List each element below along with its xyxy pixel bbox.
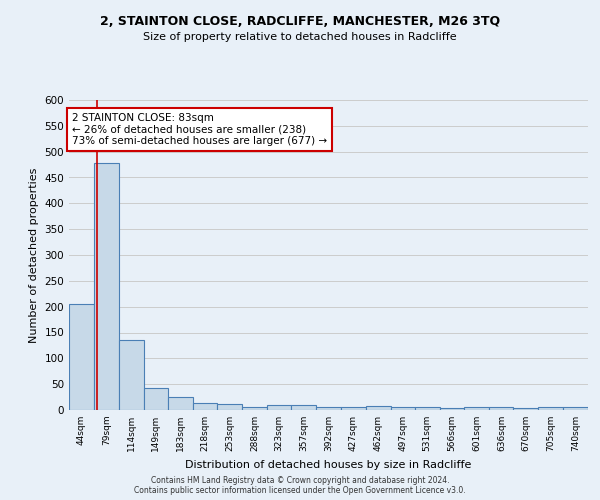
Text: 2 STAINTON CLOSE: 83sqm
← 26% of detached houses are smaller (238)
73% of semi-d: 2 STAINTON CLOSE: 83sqm ← 26% of detache… bbox=[72, 113, 327, 146]
Bar bbox=[563, 408, 588, 410]
Bar bbox=[391, 408, 415, 410]
Y-axis label: Number of detached properties: Number of detached properties bbox=[29, 168, 39, 342]
Text: 2, STAINTON CLOSE, RADCLIFFE, MANCHESTER, M26 3TQ: 2, STAINTON CLOSE, RADCLIFFE, MANCHESTER… bbox=[100, 15, 500, 28]
Bar bbox=[514, 408, 538, 410]
Text: Contains HM Land Registry data © Crown copyright and database right 2024.
Contai: Contains HM Land Registry data © Crown c… bbox=[134, 476, 466, 495]
Bar bbox=[440, 408, 464, 410]
Bar bbox=[242, 407, 267, 410]
Bar bbox=[316, 407, 341, 410]
X-axis label: Distribution of detached houses by size in Radcliffe: Distribution of detached houses by size … bbox=[185, 460, 472, 469]
Bar bbox=[217, 404, 242, 410]
Bar bbox=[267, 405, 291, 410]
Bar bbox=[366, 406, 391, 410]
Bar bbox=[490, 408, 514, 410]
Bar bbox=[143, 388, 167, 410]
Bar bbox=[193, 403, 217, 410]
Text: Size of property relative to detached houses in Radcliffe: Size of property relative to detached ho… bbox=[143, 32, 457, 42]
Bar bbox=[538, 408, 563, 410]
Bar bbox=[341, 408, 366, 410]
Bar bbox=[291, 405, 316, 410]
Bar bbox=[69, 304, 94, 410]
Bar bbox=[464, 408, 490, 410]
Bar bbox=[415, 408, 440, 410]
Bar bbox=[94, 163, 119, 410]
Bar bbox=[167, 397, 193, 410]
Bar bbox=[119, 340, 143, 410]
